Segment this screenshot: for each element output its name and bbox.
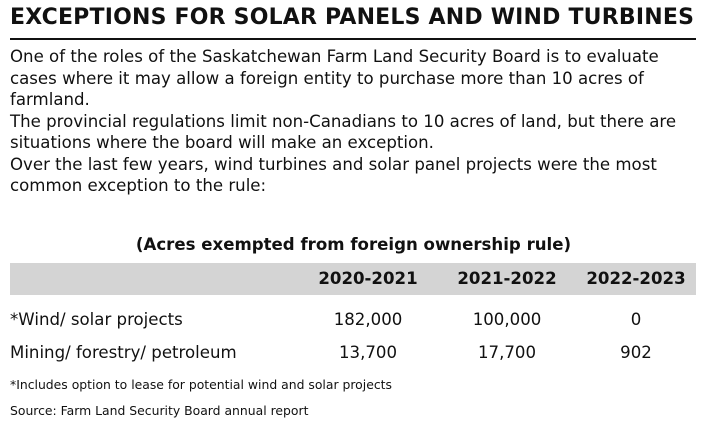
column-header: 2021-2022 — [457, 269, 557, 288]
column-header: 2022-2023 — [586, 269, 686, 288]
table-cell: 100,000 — [472, 310, 542, 329]
table-cell: 13,700 — [338, 343, 398, 362]
intro-paragraph: The provincial regulations limit non-Can… — [10, 111, 677, 153]
table-cell: 182,000 — [333, 310, 403, 329]
title-divider — [10, 38, 696, 40]
table-title: (Acres exempted from foreign ownership r… — [135, 235, 572, 254]
source-note: Source: Farm Land Security Board annual … — [10, 403, 309, 418]
intro-paragraph: One of the roles of the Saskatchewan Far… — [10, 47, 659, 109]
row-label-wind-solar: *Wind/ solar projects — [10, 310, 183, 329]
intro-paragraph: Over the last few years, wind turbines a… — [10, 154, 657, 196]
table-header-band — [10, 263, 696, 295]
column-header: 2020-2021 — [318, 269, 418, 288]
row-label-mining-forestry-petroleum: Mining/ forestry/ petroleum — [10, 343, 237, 362]
intro-text: One of the roles of the Saskatchewan Far… — [10, 46, 700, 197]
footnote: *Includes option to lease for potential … — [10, 377, 392, 392]
page-title: EXCEPTIONS FOR SOLAR PANELS AND WIND TUR… — [10, 5, 695, 30]
table-cell: 17,700 — [477, 343, 537, 362]
table-cell: 0 — [630, 310, 642, 329]
table-cell: 902 — [620, 343, 652, 362]
